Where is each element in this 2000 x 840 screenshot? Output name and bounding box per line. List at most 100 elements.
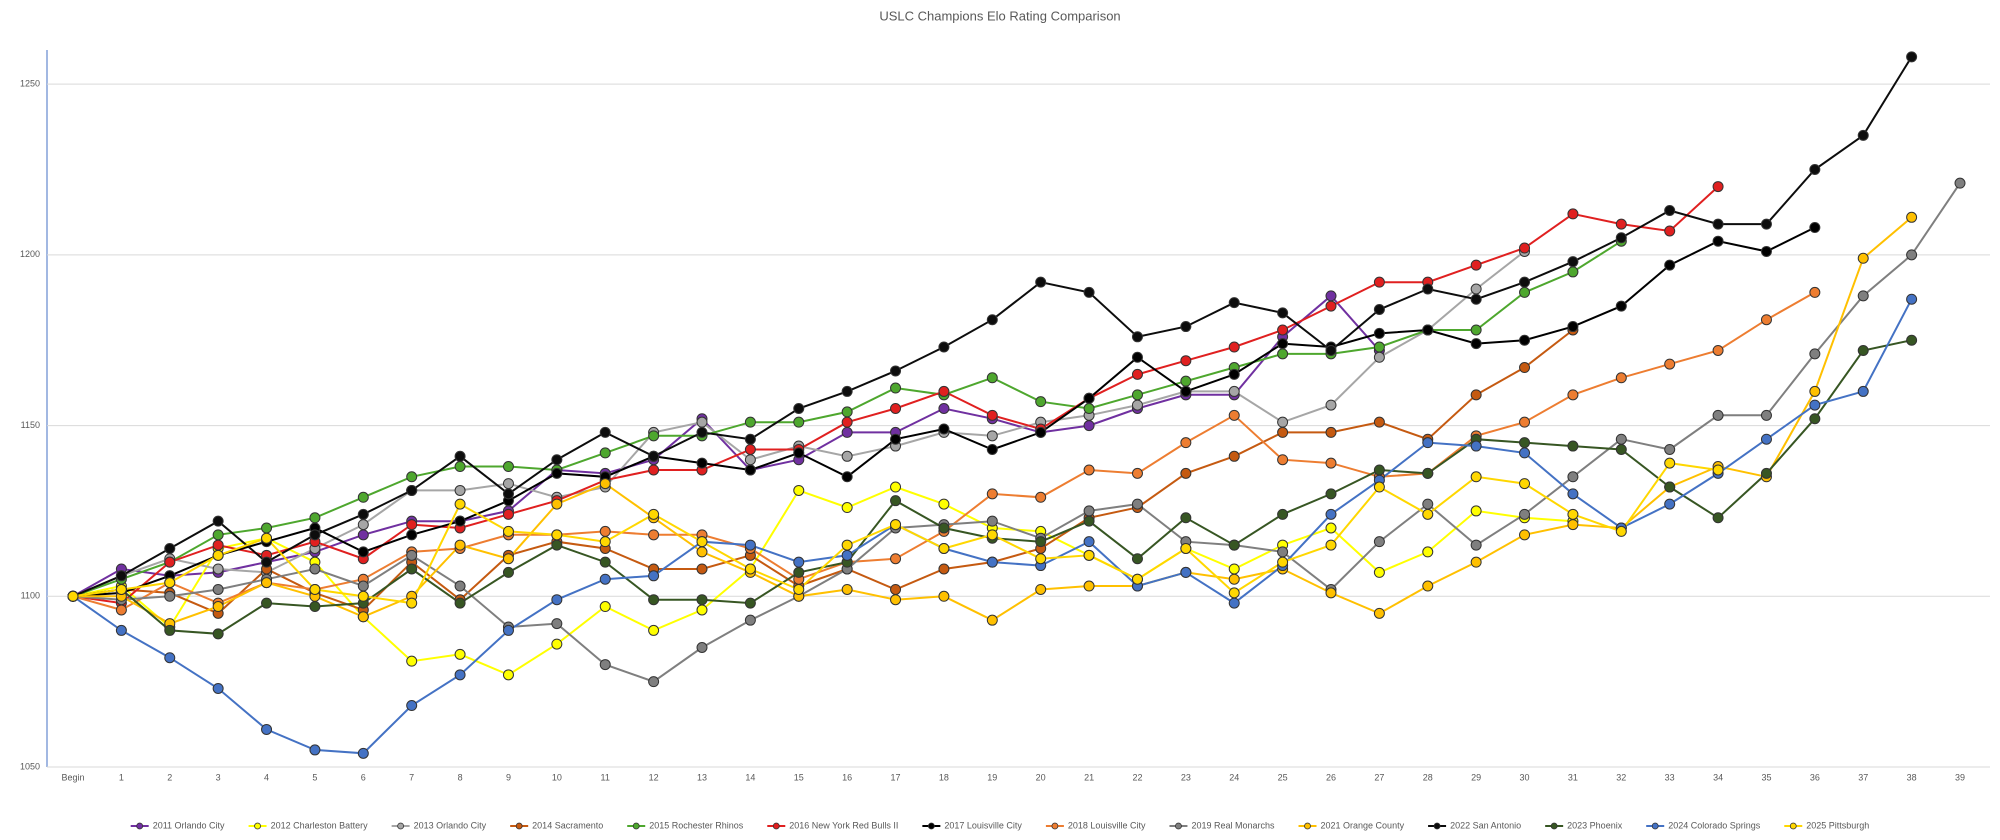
point-marker — [1470, 556, 1482, 568]
point-marker — [890, 403, 902, 414]
point-marker — [1519, 334, 1531, 346]
point-marker — [1325, 488, 1337, 500]
x-tick-label: 26 — [1326, 772, 1336, 782]
point-marker — [1906, 211, 1918, 223]
point-marker — [67, 590, 79, 602]
x-tick-label: 33 — [1665, 772, 1675, 782]
point-marker — [1277, 348, 1289, 360]
point-marker — [986, 314, 998, 326]
point-marker — [406, 549, 418, 561]
point-marker — [454, 498, 466, 510]
point-marker — [502, 508, 514, 520]
point-marker — [406, 700, 418, 712]
point-marker — [744, 539, 756, 551]
point-marker — [1180, 566, 1192, 578]
point-marker — [1228, 539, 1240, 551]
point-marker — [986, 614, 998, 626]
point-marker — [1857, 385, 1869, 397]
x-tick-label: 18 — [939, 772, 949, 782]
point-marker — [454, 450, 466, 462]
point-marker — [890, 495, 902, 507]
point-marker — [1567, 321, 1579, 333]
legend: 2011 Orlando City 2012 Charleston Battery… — [130, 820, 1869, 830]
point-marker — [696, 563, 708, 575]
point-marker — [648, 624, 660, 636]
point-marker — [261, 522, 273, 534]
point-marker — [1228, 563, 1240, 575]
point-marker — [1277, 426, 1289, 438]
point-marker — [406, 484, 418, 496]
point-marker — [599, 601, 611, 613]
point-marker — [1180, 355, 1192, 367]
point-marker — [1325, 539, 1337, 551]
x-tick-label: 5 — [312, 772, 317, 782]
legend-label: 2014 Sacramento — [532, 820, 603, 830]
point-marker — [357, 580, 369, 592]
point-marker — [357, 491, 369, 503]
x-tick-label: 12 — [649, 772, 659, 782]
point-marker — [793, 403, 805, 414]
legend-label: 2018 Louisville City — [1068, 820, 1146, 830]
point-marker — [115, 604, 127, 616]
point-marker — [648, 430, 660, 442]
point-marker — [1857, 344, 1869, 356]
point-marker — [1373, 416, 1385, 428]
point-marker — [648, 529, 660, 541]
point-marker — [793, 583, 805, 595]
point-marker — [115, 570, 127, 582]
x-tick-label: 7 — [409, 772, 414, 782]
legend-marker — [927, 822, 935, 830]
point-marker — [357, 590, 369, 602]
point-marker — [309, 744, 321, 756]
point-marker — [696, 594, 708, 606]
point-marker — [938, 563, 950, 575]
point-marker — [1470, 324, 1482, 336]
point-marker — [1180, 512, 1192, 524]
point-marker — [841, 539, 853, 551]
x-tick-label: 32 — [1616, 772, 1626, 782]
point-marker — [1422, 546, 1434, 558]
point-marker — [1664, 204, 1676, 216]
x-tick-label: 31 — [1568, 772, 1578, 782]
point-marker — [648, 464, 660, 476]
x-tick-label: 21 — [1084, 772, 1094, 782]
point-marker — [1373, 464, 1385, 476]
point-marker — [502, 461, 514, 473]
point-marker — [551, 467, 563, 479]
point-marker — [744, 443, 756, 455]
point-marker — [1373, 566, 1385, 578]
legend-marker — [1789, 822, 1797, 830]
point-marker — [1664, 259, 1676, 271]
y-tick-label: 1150 — [21, 420, 40, 430]
point-marker — [1228, 597, 1240, 609]
point-marker — [696, 642, 708, 653]
legend-marker — [254, 822, 261, 830]
point-marker — [1228, 587, 1240, 599]
legend-marker — [772, 822, 780, 830]
point-marker — [1470, 440, 1482, 452]
point-marker — [357, 508, 369, 520]
series-line — [72, 339, 1912, 635]
point-marker — [1083, 464, 1095, 476]
x-tick-label: 22 — [1132, 772, 1142, 782]
x-tick-label: 17 — [891, 772, 901, 782]
point-marker — [890, 481, 902, 493]
legend-label: 2011 Orlando City — [153, 820, 225, 830]
legend-label: 2016 New York Red Bulls II — [789, 820, 898, 830]
point-marker — [1760, 433, 1772, 445]
point-marker — [1325, 522, 1337, 534]
point-marker — [1760, 409, 1772, 421]
point-marker — [793, 566, 805, 578]
point-marker — [115, 624, 127, 636]
point-marker — [793, 447, 805, 459]
point-marker — [454, 648, 466, 660]
point-marker — [1857, 129, 1869, 141]
x-tick-label: 35 — [1761, 772, 1771, 782]
point-marker — [1615, 433, 1627, 445]
point-marker — [744, 416, 756, 428]
point-marker — [1325, 457, 1337, 469]
point-marker — [454, 597, 466, 609]
point-marker — [793, 556, 805, 568]
point-marker — [261, 532, 273, 544]
point-marker — [1228, 450, 1240, 462]
